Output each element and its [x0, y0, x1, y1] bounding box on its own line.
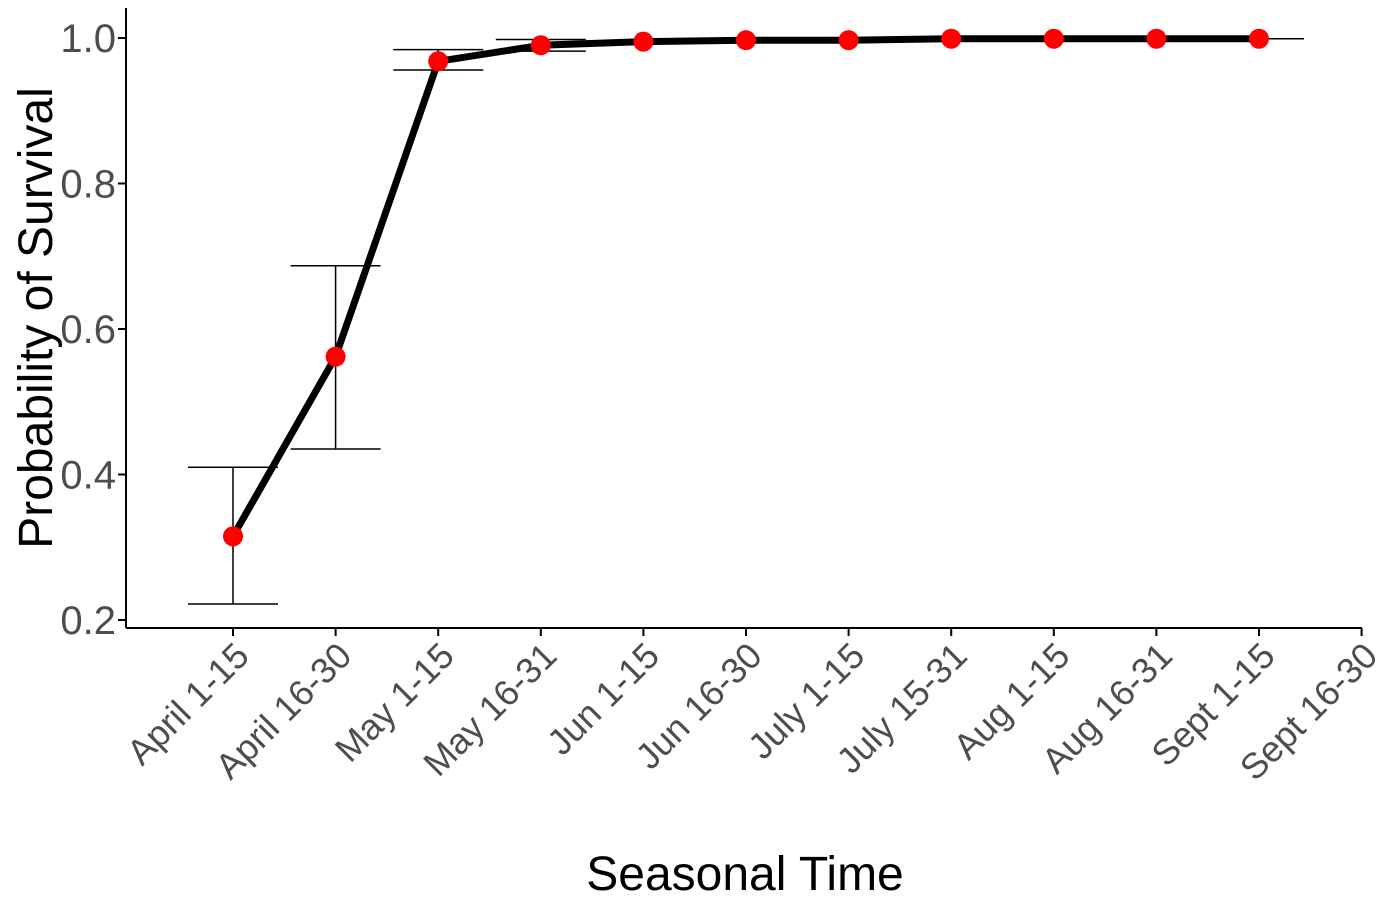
- data-point: [428, 51, 449, 72]
- series-line-group: [229, 35, 1263, 540]
- data-point: [223, 526, 243, 547]
- data-point: [1146, 28, 1167, 49]
- data-point: [838, 30, 859, 51]
- data-point: [325, 346, 346, 367]
- y-tick-label: 0.4: [60, 454, 116, 498]
- x-axis-title: Seasonal Time: [586, 848, 904, 901]
- data-point: [941, 28, 962, 49]
- data-points: [223, 28, 1269, 547]
- y-ticks: 0.2 0.4 0.6 0.8 1.0: [60, 17, 126, 643]
- data-point: [1043, 28, 1064, 49]
- y-tick-label: 0.6: [60, 308, 116, 352]
- y-tick-label: 0.8: [60, 163, 116, 207]
- y-tick-label: 0.2: [60, 599, 116, 643]
- axes: [125, 8, 1362, 629]
- data-point: [736, 30, 756, 51]
- error-bars: [188, 37, 1304, 605]
- data-point: [633, 31, 654, 52]
- survival-line: [229, 35, 1263, 540]
- data-point: [530, 35, 551, 56]
- y-axis-title: Probability of Survival: [10, 87, 63, 549]
- y-tick-label: 1.0: [60, 17, 116, 61]
- data-point: [1249, 28, 1269, 49]
